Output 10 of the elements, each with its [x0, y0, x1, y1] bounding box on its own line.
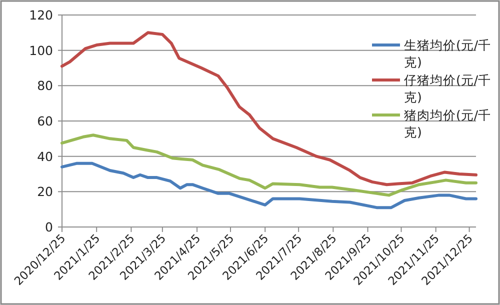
legend-label: 猪肉均价(元/千克): [404, 108, 492, 140]
y-tick-label: 40: [37, 148, 54, 164]
legend-label: 仔猪均价(元/千克): [404, 72, 492, 104]
y-tick-label: 20: [37, 184, 54, 200]
y-tick-label: 80: [37, 78, 54, 94]
y-tick-label: 0: [45, 220, 54, 234]
y-tick-label: 120: [29, 8, 54, 22]
y-tick-label: 60: [37, 114, 54, 128]
legend-label: 生猪均价(元/千克): [404, 38, 492, 70]
y-tick-label: 100: [29, 42, 54, 58]
